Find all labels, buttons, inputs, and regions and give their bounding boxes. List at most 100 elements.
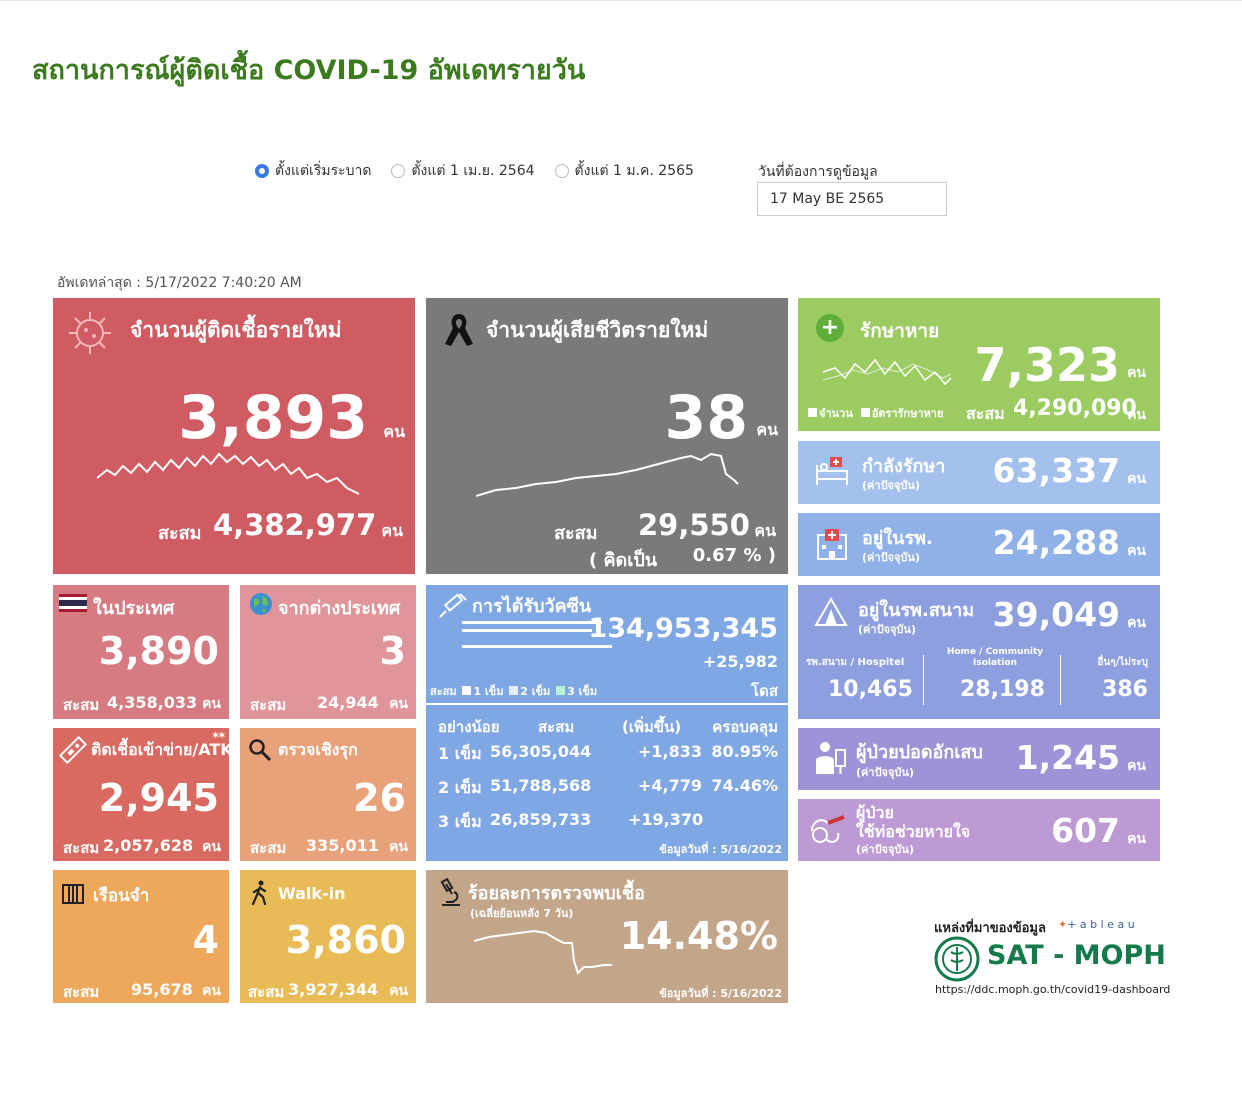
radio-label: ตั้งแต่เริ่มระบาด <box>275 163 372 179</box>
prison-value: 4 <box>192 918 219 962</box>
death-rate: 0.67 % ) <box>692 545 776 566</box>
dose-coverage: 74.46% <box>711 776 778 795</box>
legend-swatch <box>860 408 870 417</box>
col-header-cum: สะสม <box>538 718 575 736</box>
pneumonia-value: 1,245 <box>1015 738 1120 777</box>
legend-rate-label: อัตรารักษาหาย <box>871 407 944 420</box>
atk-cum: 2,057,628 <box>103 836 194 855</box>
dose-coverage: 80.95% <box>711 742 778 761</box>
card-title: อยู่ในรพ.สนาม <box>858 600 975 621</box>
deaths-trend-line <box>476 452 739 497</box>
radio-selected-icon <box>255 164 269 178</box>
recovered-value: 7,323 <box>974 338 1120 392</box>
prison-cum: 95,678 <box>131 980 193 999</box>
col-header-cov: ครอบคลุม <box>712 718 778 736</box>
vaccine-bar-3 <box>462 645 612 648</box>
unit-label: คน <box>381 521 403 540</box>
legend-count-label: จำนวน <box>819 407 853 420</box>
vaccine-increase: +25,982 <box>702 652 778 671</box>
recovered-cum: 4,290,090 <box>1013 396 1137 421</box>
globe-icon <box>250 593 272 615</box>
radio-label: ตั้งแต่ 1 ม.ค. 2565 <box>574 163 694 179</box>
deaths-card: จำนวนผู้เสียชีวิตรายใหม่ 38 คน สะสม 29,5… <box>426 298 788 574</box>
card-title: ร้อยละการตรวจพบเชื้อ <box>468 883 645 904</box>
active-search-cum: 335,011 <box>306 836 379 855</box>
dose-inc: +4,779 <box>638 776 703 795</box>
card-title-line2: ใช้ท่อช่วยหายใจ <box>856 822 971 841</box>
tableau-text: + a b l e a u <box>1067 918 1135 931</box>
card-subtitle: (ค่าปัจจุบัน) <box>862 479 920 492</box>
tableau-logo: ✦+ a b l e a u <box>1058 918 1135 931</box>
last-updated: อัพเดทล่าสุด : 5/17/2022 7:40:20 AM <box>57 275 302 291</box>
radio-empty-icon <box>554 164 569 178</box>
dose-inc: +19,370 <box>628 810 704 829</box>
card-title: รักษาหาย <box>860 320 940 342</box>
dose-label: 3 เข็ม <box>438 812 482 831</box>
tent-icon <box>814 597 848 626</box>
prison-card: เรือนจำ 4 สะสม 95,678 คน <box>53 870 229 1003</box>
card-title: ผู้ป่วย <box>856 803 894 822</box>
walkin-value: 3,860 <box>285 918 406 962</box>
hospital-value: 24,288 <box>992 523 1120 562</box>
source-url[interactable]: https://ddc.moph.go.th/covid19-dashboard <box>935 983 1171 996</box>
atk-value: 2,945 <box>98 776 219 820</box>
legend-swatch <box>556 686 566 695</box>
unit-label: คน <box>1127 471 1146 487</box>
positivity-trend-line <box>474 929 612 975</box>
sat-moph-brand: SAT - MOPH <box>987 940 1166 971</box>
domestic-cum: 4,358,033 <box>107 693 198 712</box>
ventilator-icon <box>811 815 845 843</box>
active-search-card: ตรวจเชิงรุก 26 สะสม 335,011 คน <box>240 728 416 861</box>
dose-inc: +1,833 <box>638 742 703 761</box>
unit-label: คน <box>389 983 408 999</box>
hospital-icon <box>817 529 847 560</box>
dose-label: 2 เข็ม <box>438 778 482 797</box>
field-hospital-card: อยู่ในรพ.สนาม (ค่าปัจจุบัน) 39,049 คน รพ… <box>798 585 1160 719</box>
col-label-hospitel: รพ.สนาม / Hospitel <box>806 657 905 668</box>
cum-label: สะสม <box>966 404 1005 423</box>
unit-label: คน <box>1127 407 1146 423</box>
card-title: ติดเชื้อเข้าข่าย/ATK <box>91 740 229 759</box>
col-header-inc: (เพิ่มขึ้น) <box>622 718 682 736</box>
positivity-value: 14.48% <box>619 914 778 958</box>
date-input[interactable]: 17 May BE 2565 <box>757 182 947 216</box>
dose-unit: โดส <box>751 682 778 700</box>
card-title: Walk-in <box>278 884 346 903</box>
unit-label: คน <box>389 839 408 855</box>
domestic-card: ในประเทศ 3,890 สะสม 4,358,033 คน <box>53 585 229 719</box>
card-title: จำนวนผู้ติดเชื้อรายใหม่ <box>130 318 342 342</box>
dose-cum: 51,788,568 <box>490 776 592 795</box>
radio-since-outbreak[interactable]: ตั้งแต่เริ่มระบาด <box>255 160 371 182</box>
card-title: ตรวจเชิงรุก <box>278 740 358 759</box>
col-divider <box>923 655 924 705</box>
virus-icon <box>69 312 111 354</box>
unit-label: คน <box>1127 831 1146 847</box>
card-subtitle: (ค่าปัจจุบัน) <box>856 843 914 856</box>
card-title: ในประเทศ <box>93 598 175 619</box>
prison-bars-icon <box>62 884 84 904</box>
moph-seal-icon <box>934 936 980 982</box>
radio-label: ตั้งแต่ 1 เม.ย. 2564 <box>411 163 535 179</box>
card-subtitle: (เฉลี่ยย้อนหลัง 7 วัน) <box>470 907 574 920</box>
ventilator-value: 607 <box>1051 811 1120 850</box>
hospital-bed-icon <box>816 457 848 485</box>
radio-since-jan-2565[interactable]: ตั้งแต่ 1 ม.ค. 2565 <box>554 160 694 182</box>
cum-label: สะสม <box>430 685 457 698</box>
new-cases-cum: 4,382,977 <box>213 508 377 542</box>
data-date: ข้อมูลวันที่ : 5/16/2022 <box>659 843 782 856</box>
radio-since-apr-2564[interactable]: ตั้งแต่ 1 เม.ย. 2564 <box>391 160 535 182</box>
unit-label: คน <box>1127 615 1146 631</box>
deaths-cum: 29,550 <box>638 508 750 542</box>
recovered-card: + รักษาหาย 7,323 คน จำนวน อัตรารักษาหาย … <box>798 298 1160 431</box>
abroad-value: 3 <box>379 629 406 673</box>
legend-dose2: 2 เข็ม <box>520 685 551 698</box>
syringe-icon <box>439 593 467 618</box>
vaccine-bar-2 <box>462 629 592 632</box>
microscope-icon <box>440 878 460 906</box>
death-rate-label: ( คิดเป็น <box>589 550 658 571</box>
walkin-cum: 3,927,344 <box>288 980 379 999</box>
card-title: การได้รับวัคซีน <box>472 596 592 617</box>
card-subtitle: (ค่าปัจจุบัน) <box>858 623 916 636</box>
vaccine-bar-1 <box>462 621 602 624</box>
page-title: สถานการณ์ผู้ติดเชื้อ COVID-19 อัพเดทรายว… <box>32 55 586 86</box>
